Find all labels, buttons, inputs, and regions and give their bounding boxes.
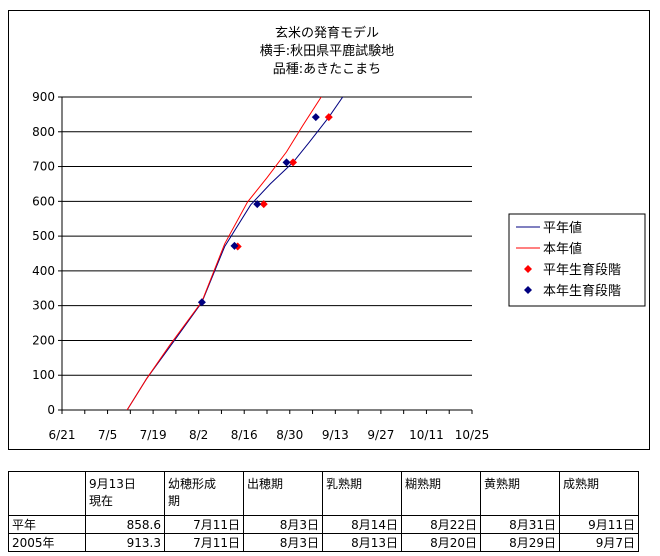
y-tick-label: 400 xyxy=(32,264,55,278)
x-tick-label: 7/19 xyxy=(140,428,167,442)
table-cell: 8月3日 xyxy=(243,515,323,534)
y-tick-label: 0 xyxy=(47,403,55,417)
series-marker-3 xyxy=(253,200,262,209)
series-marker-2 xyxy=(324,113,333,122)
table-cell: 8月29日 xyxy=(480,533,560,552)
stage-table: 9月13日 現在 幼穂形成期出穂期 乳熟期 糊熟期 黄熟期 成熟期 平年 858.6 7月11日 8… xyxy=(8,471,639,552)
table-cell: 8月3日 xyxy=(243,533,323,552)
x-tick-label: 6/21 xyxy=(49,428,76,442)
table-cell: 平年 xyxy=(8,515,86,534)
table-cell: 9月7日 xyxy=(559,533,639,552)
table-cell: 2005年 xyxy=(8,533,86,552)
x-tick-label: 9/27 xyxy=(367,428,394,442)
y-tick-label: 500 xyxy=(32,229,55,243)
x-tick-label: 9/13 xyxy=(322,428,349,442)
table-header-cell: 幼穂形成期 xyxy=(164,471,244,516)
legend-swatch-marker xyxy=(524,265,532,273)
table-cell: 8月20日 xyxy=(401,533,481,552)
legend-label: 平年値 xyxy=(543,220,582,236)
y-tick-label: 200 xyxy=(32,333,55,347)
y-tick-label: 700 xyxy=(32,160,55,174)
x-tick-label: 7/5 xyxy=(98,428,117,442)
table-cell: 858.6 xyxy=(85,515,165,534)
y-tick-label: 100 xyxy=(32,368,55,382)
table-header-cell: 9月13日 現在 xyxy=(85,471,165,516)
x-tick-label: 8/16 xyxy=(231,428,258,442)
legend-label: 本年生育段階 xyxy=(543,283,621,299)
table-cell: 8月22日 xyxy=(401,515,481,534)
plot-area: 0 100 200 300 400 500 600 700 800 900 6/21 7/5 7/19 8… xyxy=(32,90,490,442)
series-marker-3 xyxy=(230,241,239,250)
table-header-row: 9月13日 現在 幼穂形成期出穂期 乳熟期 糊熟期 黄熟期 成熟期 xyxy=(8,471,639,516)
table-cell: 7月11日 xyxy=(164,533,244,552)
legend-label: 本年値 xyxy=(543,241,582,257)
series-marker-3 xyxy=(282,158,291,167)
x-tick-label: 10/25 xyxy=(455,428,490,442)
table-cell: 8月13日 xyxy=(322,533,402,552)
table-cell: 9月11日 xyxy=(559,515,639,534)
legend-box xyxy=(508,213,646,307)
y-tick-label: 600 xyxy=(32,194,55,208)
table-header-cell: 糊熟期 xyxy=(401,471,481,516)
y-tick-label: 300 xyxy=(32,299,55,313)
chart-frame: 玄米の発育モデル 横手:秋田県平鹿試験地 品種:あきたこまち 0 100 200 300 4… xyxy=(8,10,650,450)
series-line-1 xyxy=(126,97,322,410)
table-header-cell: 成熟期 xyxy=(559,471,639,516)
table-header-cell xyxy=(8,471,86,516)
table-cell: 8月31日 xyxy=(480,515,560,534)
table-cell: 7月11日 xyxy=(164,515,244,534)
series-marker-2 xyxy=(259,200,268,209)
chart-title-line: 品種:あきたこまち xyxy=(273,61,381,77)
chart-title-line: 横手:秋田県平鹿試験地 xyxy=(260,43,394,59)
legend-swatch-marker xyxy=(524,286,532,294)
table-header-cell: 出穂期 xyxy=(243,471,323,516)
table-cell: 913.3 xyxy=(85,533,165,552)
legend-label: 平年生育段階 xyxy=(543,262,621,278)
x-tick-label: 8/30 xyxy=(276,428,303,442)
series-marker-3 xyxy=(311,113,320,122)
y-tick-label: 800 xyxy=(32,125,55,139)
x-tick-label: 10/11 xyxy=(409,428,444,442)
table-cell: 8月14日 xyxy=(322,515,402,534)
series-marker-2 xyxy=(289,158,298,167)
series-marker-3 xyxy=(197,298,206,307)
table-row: 2005年 913.3 7月11日 8月3日 8月13日 8月20日 8月29日 9月7日 xyxy=(8,533,639,552)
x-tick-label: 8/2 xyxy=(189,428,208,442)
series-line-0 xyxy=(126,97,344,410)
table-header-cell: 乳熟期 xyxy=(322,471,402,516)
stage-table-body: 9月13日 現在 幼穂形成期出穂期 乳熟期 糊熟期 黄熟期 成熟期 平年 858.6 7月11日 8… xyxy=(8,471,639,552)
chart-title-line: 玄米の発育モデル xyxy=(275,25,379,41)
y-tick-label: 900 xyxy=(32,90,55,104)
table-header-cell: 黄熟期 xyxy=(480,471,560,516)
table-row: 平年 858.6 7月11日 8月3日 8月14日 8月22日 8月31日 9月11日 xyxy=(8,515,639,534)
